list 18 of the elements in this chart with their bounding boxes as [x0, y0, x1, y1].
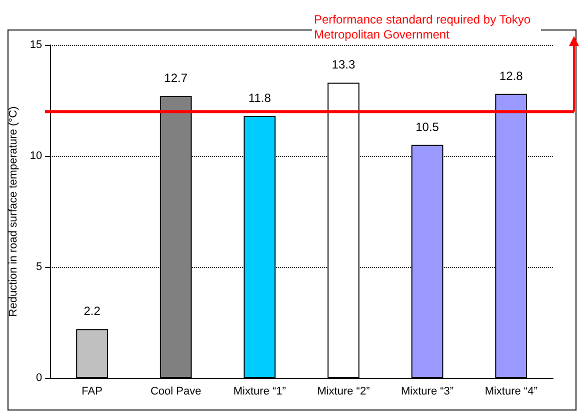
x-tick-label: FAP [82, 386, 102, 398]
x-tick-label: Mixture “2” [317, 386, 370, 398]
x-tick-label: Mixture “1” [233, 386, 286, 398]
y-axis-title: Reduction in road surface temperature (°C) [8, 106, 20, 317]
y-tick-label: 10 [30, 150, 42, 162]
x-tick-label: Mixture “3” [401, 386, 454, 398]
data-label: 12.7 [164, 71, 188, 86]
y-tick-label: 15 [30, 39, 42, 51]
data-label: 10.5 [416, 120, 440, 134]
data-label: 11.8 [248, 91, 272, 106]
data-label: 12.8 [499, 68, 524, 83]
x-tick-label: Cool Pave [150, 386, 202, 398]
ref-line-label: Performance standard required by Tokyo Metropolitan Government [314, 12, 534, 42]
x-tick-label: Mixture “4” [484, 386, 538, 398]
y-tick-label: 0 [36, 372, 42, 384]
data-label: 13.3 [332, 58, 356, 72]
data-label: 2.2 [84, 304, 101, 318]
y-tick-label: 5 [36, 261, 42, 273]
